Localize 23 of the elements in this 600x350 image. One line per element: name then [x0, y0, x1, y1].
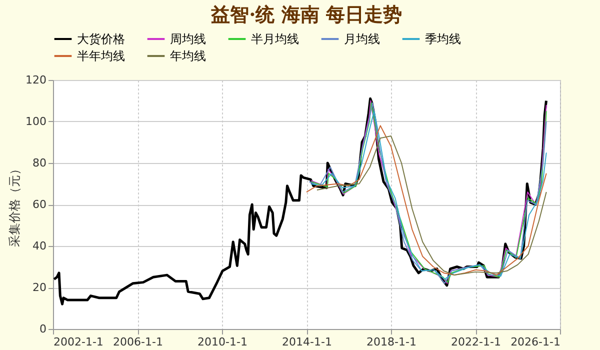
y-tick-label: 120 — [26, 74, 46, 86]
y-tick-label: 80 — [32, 156, 46, 170]
y-tick-label: 40 — [32, 240, 46, 252]
x-tick-label: 2014-1-1 — [282, 336, 332, 348]
x-tick-label: 2022-1-1 — [451, 336, 501, 348]
y-tick-label: 100 — [26, 115, 46, 128]
y-tick-label: 60 — [32, 198, 46, 211]
legend-label: 半年均线 — [77, 49, 125, 63]
y-axis-title: 采集价格（元） — [8, 163, 22, 247]
x-tick-label: 2018-1-1 — [366, 336, 416, 348]
legend-label: 月均线 — [344, 32, 380, 46]
y-tick-label: 0 — [40, 322, 46, 336]
legend-label: 年均线 — [170, 49, 206, 63]
y-tick-label: 20 — [32, 281, 46, 294]
x-tick-label: 2002-1-1 — [54, 336, 104, 348]
x-tick-label: 2006-1-1 — [113, 336, 163, 348]
legend-label: 季均线 — [425, 32, 461, 46]
legend-label: 周均线 — [170, 32, 206, 46]
x-tick-label: 2026-1-1 — [510, 336, 560, 348]
x-tick-label: 2010-1-1 — [198, 336, 248, 348]
legend-label: 半月均线 — [251, 32, 299, 46]
chart-title: 益智·统 海南 每日走势 — [210, 4, 402, 26]
legend-label: 大货价格 — [77, 32, 125, 46]
